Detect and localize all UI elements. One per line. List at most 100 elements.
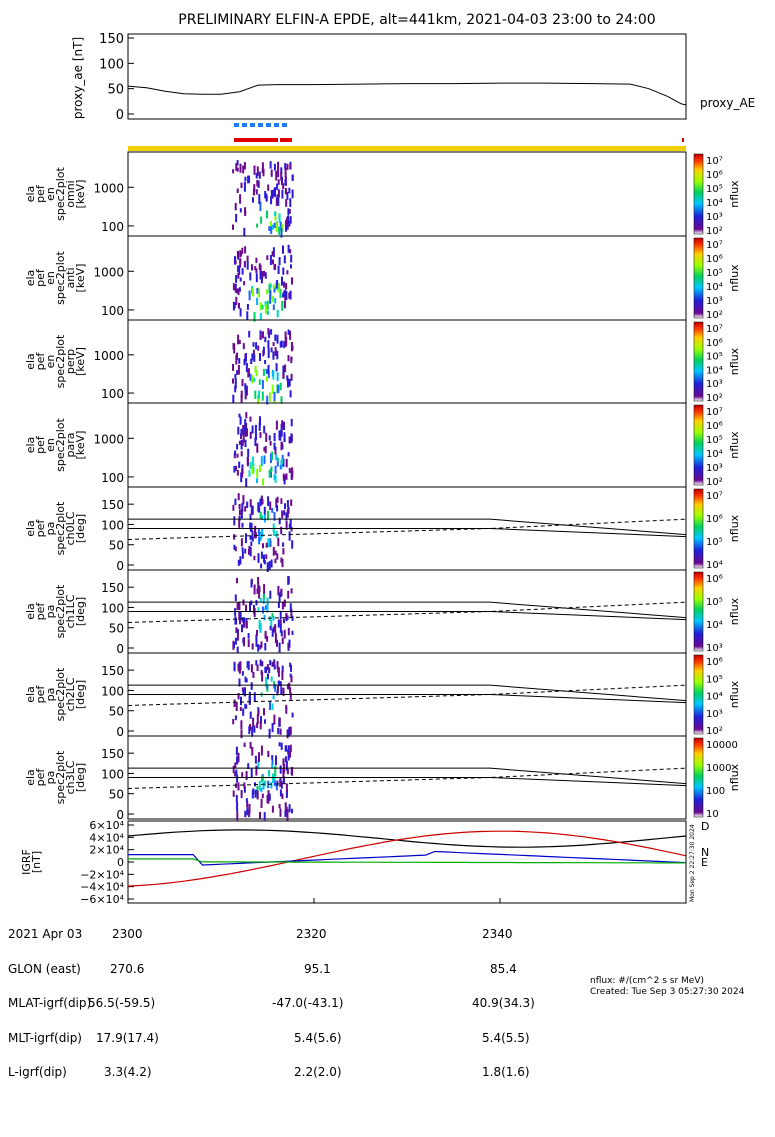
heatmap-cell	[291, 189, 294, 199]
heatmap-cell	[256, 790, 259, 800]
heatmap-cell	[271, 370, 274, 377]
heatmap-cell	[232, 283, 235, 291]
heatmap-cell	[289, 390, 292, 398]
colorbar-label: nflux	[728, 514, 741, 542]
heatmap-cell	[273, 442, 276, 450]
heatmap-cell	[272, 341, 275, 347]
colorbar-tick-label: 10⁵	[706, 597, 723, 608]
panel-frame	[127, 235, 687, 321]
heatmap-cell	[255, 600, 258, 606]
heatmap-cell	[255, 189, 258, 195]
colorbar-tick-label: 10⁴	[706, 692, 723, 703]
heatmap-cell	[235, 275, 238, 283]
colorbar-label: nflux	[728, 597, 741, 625]
heatmap-cell	[291, 712, 294, 718]
heatmap-cell	[284, 331, 287, 339]
heatmap-cell	[235, 769, 238, 775]
heatmap-cell	[281, 559, 284, 568]
heatmap-cell	[279, 728, 282, 735]
heatmap-cell	[279, 808, 282, 817]
heatmap-cell	[258, 585, 261, 592]
heatmap-cell	[255, 370, 258, 377]
heatmap-cell	[250, 579, 253, 588]
heatmap-cell	[282, 776, 285, 783]
science-zone-blue-dash	[258, 123, 263, 127]
colorbar-tick-label: 10⁷	[706, 491, 723, 502]
heatmap-cell	[240, 790, 243, 799]
heatmap-cell	[245, 385, 248, 396]
heatmap-cell	[259, 432, 262, 438]
heatmap-cell	[260, 798, 263, 806]
heatmap-cell	[259, 330, 262, 335]
heatmap-cell	[241, 547, 244, 552]
heatmap-cell	[249, 431, 252, 439]
heatmap-cell	[245, 533, 247, 544]
science-zone-blue-dash	[282, 123, 287, 127]
panel-tick-label: 0	[116, 559, 124, 573]
heatmap-cell	[234, 450, 237, 456]
colorbar-tick-label: 10²	[706, 726, 723, 737]
heatmap-cell	[256, 182, 259, 187]
heatmap-cell	[235, 213, 238, 223]
colorbar-tick-label: 10⁶	[706, 421, 723, 432]
heatmap-cell	[263, 584, 266, 594]
heatmap-cell	[258, 780, 261, 791]
heatmap-cell	[280, 742, 283, 750]
heatmap-cell	[253, 725, 256, 733]
heatmap-cell	[274, 558, 277, 564]
panel-tick-label: 100	[101, 767, 124, 781]
heatmap-cell	[257, 709, 260, 716]
heatmap-cell	[238, 678, 241, 687]
heatmap-cell	[234, 374, 237, 380]
heatmap-cell	[279, 681, 282, 687]
heatmap-cell	[275, 531, 278, 538]
heatmap-cell	[272, 546, 275, 556]
heatmap-cell	[267, 328, 270, 335]
heatmap-cell	[277, 169, 280, 178]
colorbar-tick-label: 10⁵	[706, 537, 723, 548]
heatmap-cell	[267, 340, 270, 349]
proxy-ae-tick-label: 150	[99, 32, 124, 47]
heatmap-cell	[284, 364, 287, 373]
heatmap-cell	[291, 615, 294, 621]
footer-mlt-2: 5.4(5.6)	[294, 1030, 342, 1045]
panel-tick-label: 50	[109, 622, 124, 636]
panel-tick-label: 100	[101, 387, 124, 401]
heatmap-cell	[280, 588, 283, 596]
heatmap-cell	[234, 260, 237, 265]
heatmap-cell	[267, 510, 269, 521]
colorbar-tick-label: 10⁷	[706, 156, 723, 167]
heatmap-cell	[270, 676, 273, 682]
heatmap-cell	[257, 528, 260, 537]
heatmap-cell	[289, 518, 292, 529]
heatmap-cell	[286, 223, 289, 230]
science-zone-blue-dash	[250, 123, 255, 127]
heatmap-cell	[236, 774, 239, 783]
heatmap-cell	[275, 223, 278, 229]
heatmap-cells	[232, 328, 294, 405]
heatmap-cell	[241, 247, 244, 254]
heatmap-cell	[256, 223, 259, 228]
heatmap-cell	[241, 522, 244, 528]
heatmap-cell	[276, 309, 279, 318]
heatmap-cell	[287, 627, 290, 636]
heatmap-cell	[280, 172, 283, 181]
heatmap-cell	[240, 428, 243, 436]
heatmap-cell	[268, 561, 271, 570]
heatmap-cell	[249, 513, 252, 521]
heatmap-cell	[274, 475, 277, 483]
heatmap-cell	[280, 526, 283, 535]
panel-ylabel-line: ela	[24, 686, 37, 703]
colorbar	[693, 237, 704, 319]
heatmap-cell	[246, 808, 249, 816]
footer-ephemeris: 2021 Apr 03 2300 2320 2340 GLON (east) 2…	[8, 906, 768, 1090]
loss-cone-line	[128, 767, 687, 785]
heatmap-cell	[278, 592, 281, 602]
heatmap-cell	[286, 500, 289, 508]
panel-ylabel-line: spec2plot	[54, 334, 67, 388]
heatmap-cell	[260, 788, 263, 793]
heatmap-cell	[283, 300, 286, 309]
heatmap-cell	[271, 251, 274, 257]
heatmap-cell	[248, 804, 251, 814]
